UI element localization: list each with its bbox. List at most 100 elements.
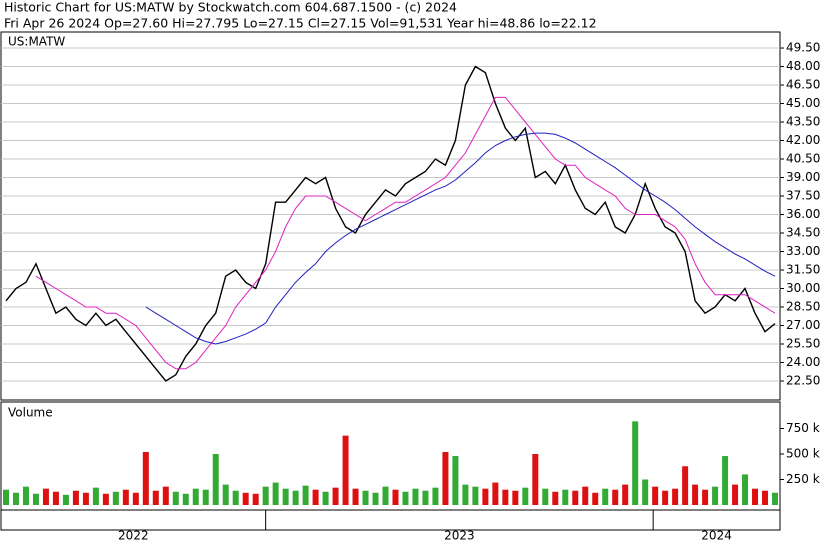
x-period-label: 2022 (118, 529, 149, 543)
volume-bar (482, 488, 489, 505)
y-tick-label: 33.00 (786, 244, 820, 258)
volume-bar (632, 421, 639, 505)
volume-bar (602, 488, 609, 505)
volume-bar (332, 487, 339, 505)
volume-bar (72, 490, 79, 505)
volume-bar (652, 486, 659, 505)
volume-bar (232, 490, 239, 505)
volume-bar (722, 456, 729, 505)
volume-bar (112, 491, 119, 505)
chart-subtitle: Fri Apr 26 2024 Op=27.60 Hi=27.795 Lo=27… (4, 16, 597, 31)
volume-bar (682, 466, 689, 505)
y-tick-label: 24.00 (786, 355, 820, 369)
y-tick-label: 46.50 (786, 78, 820, 92)
volume-bar (212, 454, 219, 505)
volume-bar (472, 486, 479, 505)
volume-bar (2, 489, 9, 505)
volume-bar (462, 484, 469, 505)
y-tick-label: 22.50 (786, 374, 820, 388)
y-tick-label: 48.00 (786, 59, 820, 73)
volume-bar (712, 486, 719, 505)
volume-bar (222, 484, 229, 505)
volume-bar (742, 474, 749, 505)
volume-bar (512, 490, 519, 505)
volume-bar (542, 488, 549, 505)
volume-label: Volume (8, 406, 53, 420)
volume-bar (752, 488, 759, 505)
date-frame (0, 509, 781, 531)
volume-bar (572, 490, 579, 505)
volume-bar (242, 492, 249, 505)
volume-bar (772, 492, 779, 505)
volume-bar (282, 488, 289, 505)
volume-tick-label: 500 k (786, 447, 820, 461)
volume-bar (152, 490, 159, 505)
volume-bar (132, 492, 139, 505)
volume-bar (322, 491, 329, 505)
volume-bar (182, 493, 189, 505)
y-tick-label: 36.00 (786, 207, 820, 221)
volume-bar (582, 486, 589, 505)
volume-bar (372, 492, 379, 505)
y-tick-label: 30.00 (786, 281, 820, 295)
volume-bar (162, 486, 169, 505)
volume-bar (292, 490, 299, 505)
y-tick-label: 39.00 (786, 170, 820, 184)
price-line (5, 65, 776, 382)
volume-bar (522, 487, 529, 505)
volume-bar (402, 491, 409, 505)
volume-bar (672, 488, 679, 505)
volume-bar (612, 489, 619, 505)
volume-bar (562, 489, 569, 505)
volume-bar (202, 489, 209, 505)
volume-bar (622, 484, 629, 505)
volume-bar (412, 488, 419, 505)
y-tick-label: 25.50 (786, 337, 820, 351)
volume-bar (422, 490, 429, 505)
volume-bar (252, 493, 259, 505)
volume-bar (532, 454, 539, 505)
volume-bar (172, 491, 179, 505)
volume-bar (342, 435, 349, 505)
volume-bar (62, 494, 69, 505)
volume-bar (122, 489, 129, 505)
volume-bar (732, 484, 739, 505)
volume-bar (762, 490, 769, 505)
x-period-label: 2023 (444, 529, 475, 543)
volume-bar (142, 451, 149, 505)
volume-bar (552, 491, 559, 505)
y-tick-label: 45.00 (786, 96, 820, 110)
volume-tick-label: 250 k (786, 472, 820, 486)
volume-bar (272, 482, 279, 505)
volume-bar (642, 479, 649, 505)
volume-bar (592, 492, 599, 505)
volume-bar (102, 493, 109, 505)
volume-bar (302, 485, 309, 505)
x-period-label: 2024 (701, 529, 732, 543)
y-tick-label: 28.50 (786, 300, 820, 314)
volume-bar (702, 489, 709, 505)
volume-bar (502, 489, 509, 505)
volume-bar (432, 487, 439, 505)
y-tick-label: 42.00 (786, 133, 820, 147)
volume-bar (452, 456, 459, 505)
y-tick-label: 31.50 (786, 263, 820, 277)
volume-bar (92, 487, 99, 505)
volume-bar (392, 489, 399, 505)
volume-bar (362, 490, 369, 505)
y-tick-label: 40.50 (786, 152, 820, 166)
volume-bar (492, 482, 499, 505)
moving-average (145, 132, 776, 345)
volume-bar (382, 486, 389, 505)
y-tick-label: 27.00 (786, 318, 820, 332)
volume-bar (352, 488, 359, 505)
y-tick-label: 37.50 (786, 189, 820, 203)
volume-bar (32, 493, 39, 505)
volume-bar (442, 451, 449, 505)
y-tick-label: 43.50 (786, 115, 820, 129)
y-tick-label: 34.50 (786, 226, 820, 240)
volume-bar (52, 491, 59, 505)
volume-bar (312, 489, 319, 505)
volume-bar (12, 492, 19, 505)
